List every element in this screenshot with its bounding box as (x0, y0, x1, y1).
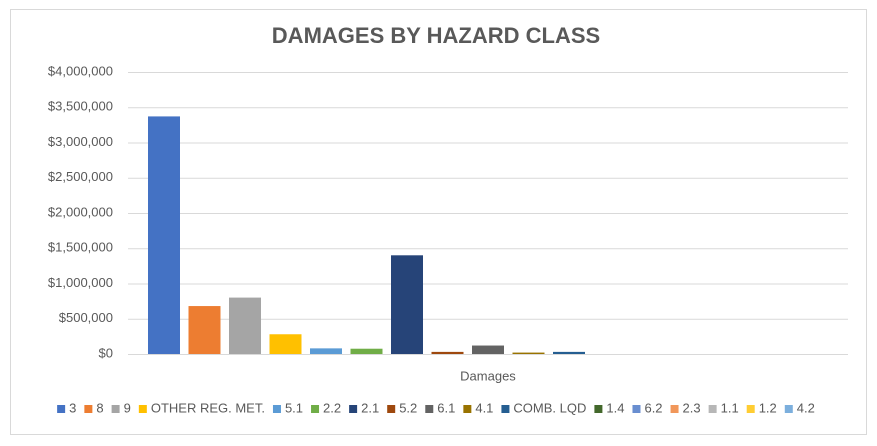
y-tick-label: $2,500,000 (48, 169, 113, 184)
bar (229, 297, 261, 354)
legend-label: 4.1 (475, 400, 493, 415)
legend-label: 6.2 (644, 400, 662, 415)
bar (553, 351, 585, 354)
x-tick-label: Damages (460, 368, 516, 383)
legend-swatch (311, 405, 320, 413)
bar (431, 351, 464, 354)
legend-label: 2.2 (323, 400, 341, 415)
legend-label: 8 (96, 400, 103, 415)
legend-swatch (349, 405, 358, 413)
legend-swatch (784, 405, 793, 413)
legend-label: 5.1 (285, 400, 303, 415)
bar (350, 348, 383, 354)
legend-label: 2.1 (361, 400, 379, 415)
bar (188, 306, 221, 354)
y-tick-label: $3,500,000 (48, 99, 113, 114)
legend-swatch (463, 405, 472, 413)
legend-swatch (501, 405, 510, 413)
y-tick-label: $4,000,000 (48, 63, 113, 78)
legend-label: 6.1 (437, 400, 455, 415)
legend-label: OTHER REG. MET. (151, 400, 265, 415)
y-tick-label: $3,000,000 (48, 134, 113, 149)
legend-swatch (84, 405, 93, 413)
legend-label: 1.4 (606, 400, 624, 415)
legend-label: 1.1 (721, 400, 739, 415)
y-tick-label: $2,000,000 (48, 204, 113, 219)
legend-swatch (272, 405, 281, 413)
bar (148, 116, 180, 354)
legend-swatch (708, 405, 717, 413)
legend-swatch (111, 405, 120, 413)
legend-label: 3 (69, 400, 76, 415)
y-tick-label: $0 (99, 345, 113, 360)
legend-swatch (387, 405, 396, 413)
y-tick-label: $1,000,000 (48, 275, 113, 290)
legend-swatch (746, 405, 755, 413)
bar (310, 348, 342, 354)
legend-swatch (632, 405, 641, 413)
y-tick-label: $500,000 (59, 310, 113, 325)
legend-label: COMB. LQD (513, 400, 586, 415)
legend-label: 4.2 (797, 400, 815, 415)
chart-border (10, 9, 867, 435)
legend-label: 5.2 (399, 400, 417, 415)
legend-swatch (670, 405, 679, 413)
legend-swatch (425, 405, 434, 413)
legend-swatch (57, 405, 66, 413)
y-tick-label: $1,500,000 (48, 240, 113, 255)
legend-label: 2.3 (683, 400, 701, 415)
legend-swatch (138, 405, 147, 413)
legend-label: 9 (124, 400, 131, 415)
bar (472, 345, 504, 354)
legend-swatch (594, 405, 603, 413)
legend-label: 1.2 (759, 400, 777, 415)
chart-title: DAMAGES BY HAZARD CLASS (272, 23, 600, 48)
bar (391, 255, 423, 354)
bar (269, 334, 302, 354)
bar (512, 352, 545, 354)
